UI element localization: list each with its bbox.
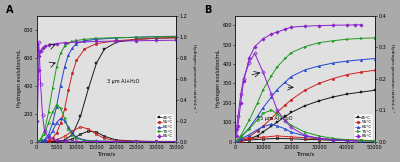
X-axis label: Time/s: Time/s <box>296 151 314 156</box>
X-axis label: Time/s: Time/s <box>97 151 116 156</box>
Text: B: B <box>204 6 212 15</box>
Y-axis label: Hydrogen evolution/mL: Hydrogen evolution/mL <box>216 50 221 107</box>
Y-axis label: Hydrogen generation rate/mL·s⁻¹: Hydrogen generation rate/mL·s⁻¹ <box>390 45 394 113</box>
Text: 3 μm Al+H₂O: 3 μm Al+H₂O <box>107 79 139 84</box>
Legend: 45°C, 55°C, 65°C, 75°C, 85°C: 45°C, 55°C, 65°C, 75°C, 85°C <box>156 115 174 139</box>
Legend: 45°C, 55°C, 65°C, 75°C, 85°C: 45°C, 55°C, 65°C, 75°C, 85°C <box>354 115 373 139</box>
Text: A: A <box>6 6 13 15</box>
Text: 25 μm Al+H₂O: 25 μm Al+H₂O <box>256 116 292 121</box>
Y-axis label: Hydrogen generation rate/mL·s⁻¹: Hydrogen generation rate/mL·s⁻¹ <box>192 45 196 113</box>
Y-axis label: Hydrogen evolution/mL: Hydrogen evolution/mL <box>17 50 22 107</box>
